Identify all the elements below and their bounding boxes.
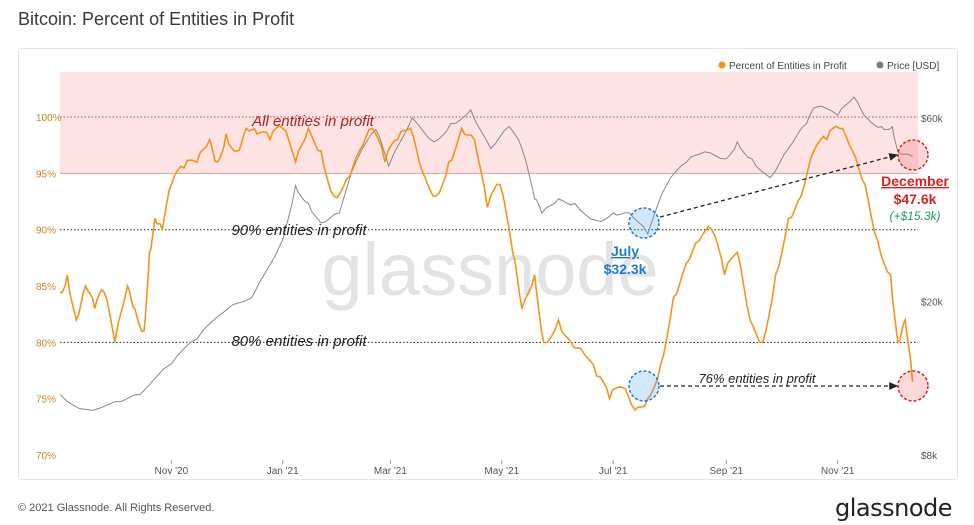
y-tick-left: 85% [36,282,56,293]
x-tick-label: May '21 [484,466,519,477]
annotation-all-entities: All entities in profit [251,113,375,130]
profit-band [60,72,918,174]
y-tick-left: 95% [36,169,56,180]
watermark: glassnode [321,228,658,311]
glassnode-logo: glassnode [834,494,953,522]
profit-series-line [59,124,914,412]
annotation-july: July [611,243,639,259]
x-tick-label: Sep '21 [710,466,744,477]
legend-profit-marker [718,61,726,69]
annotation-december-change: (+$15.3k) [889,209,940,223]
y-tick-right: $60k [921,114,944,125]
price-series-line [59,96,913,411]
july-price-marker [628,207,660,239]
annotation-december-price: $47.6k [894,191,937,207]
annotation-76: 76% entities in profit [698,371,816,386]
annotation-80: 80% entities in profit [231,333,367,350]
price-arrow [659,153,899,218]
chart-frame [18,48,958,480]
y-tick-left: 100% [36,113,62,124]
y-tick-left: 75% [36,395,56,406]
x-tick-label: Mar '21 [374,466,407,477]
y-tick-right: $8k [921,451,938,462]
legend-price-marker [876,61,884,69]
december-profit-marker [897,370,929,402]
y-tick-left: 80% [36,338,56,349]
legend-profit-label: Percent of Entities in Profit [729,61,847,72]
copyright-text: © 2021 Glassnode. All Rights Reserved. [18,502,215,514]
page-title: Bitcoin: Percent of Entities in Profit [18,9,295,29]
x-tick-label: Nov '21 [821,466,855,477]
y-tick-left: 70% [36,451,56,462]
annotation-december: December [881,173,949,189]
x-tick-label: Jan '21 [267,466,299,477]
x-tick-label: Jul '21 [599,466,628,477]
december-price-marker [897,139,929,171]
annotation-july-price: $32.3k [604,261,647,277]
legend: Percent of Entities in Profit Price [USD… [718,61,939,72]
y-tick-left: 90% [36,226,56,237]
july-profit-marker [628,370,660,402]
x-tick-label: Nov '20 [155,466,189,477]
legend-price-label: Price [USD] [887,61,939,72]
y-tick-right: $20k [921,298,944,309]
annotation-90: 90% entities in profit [231,222,367,239]
